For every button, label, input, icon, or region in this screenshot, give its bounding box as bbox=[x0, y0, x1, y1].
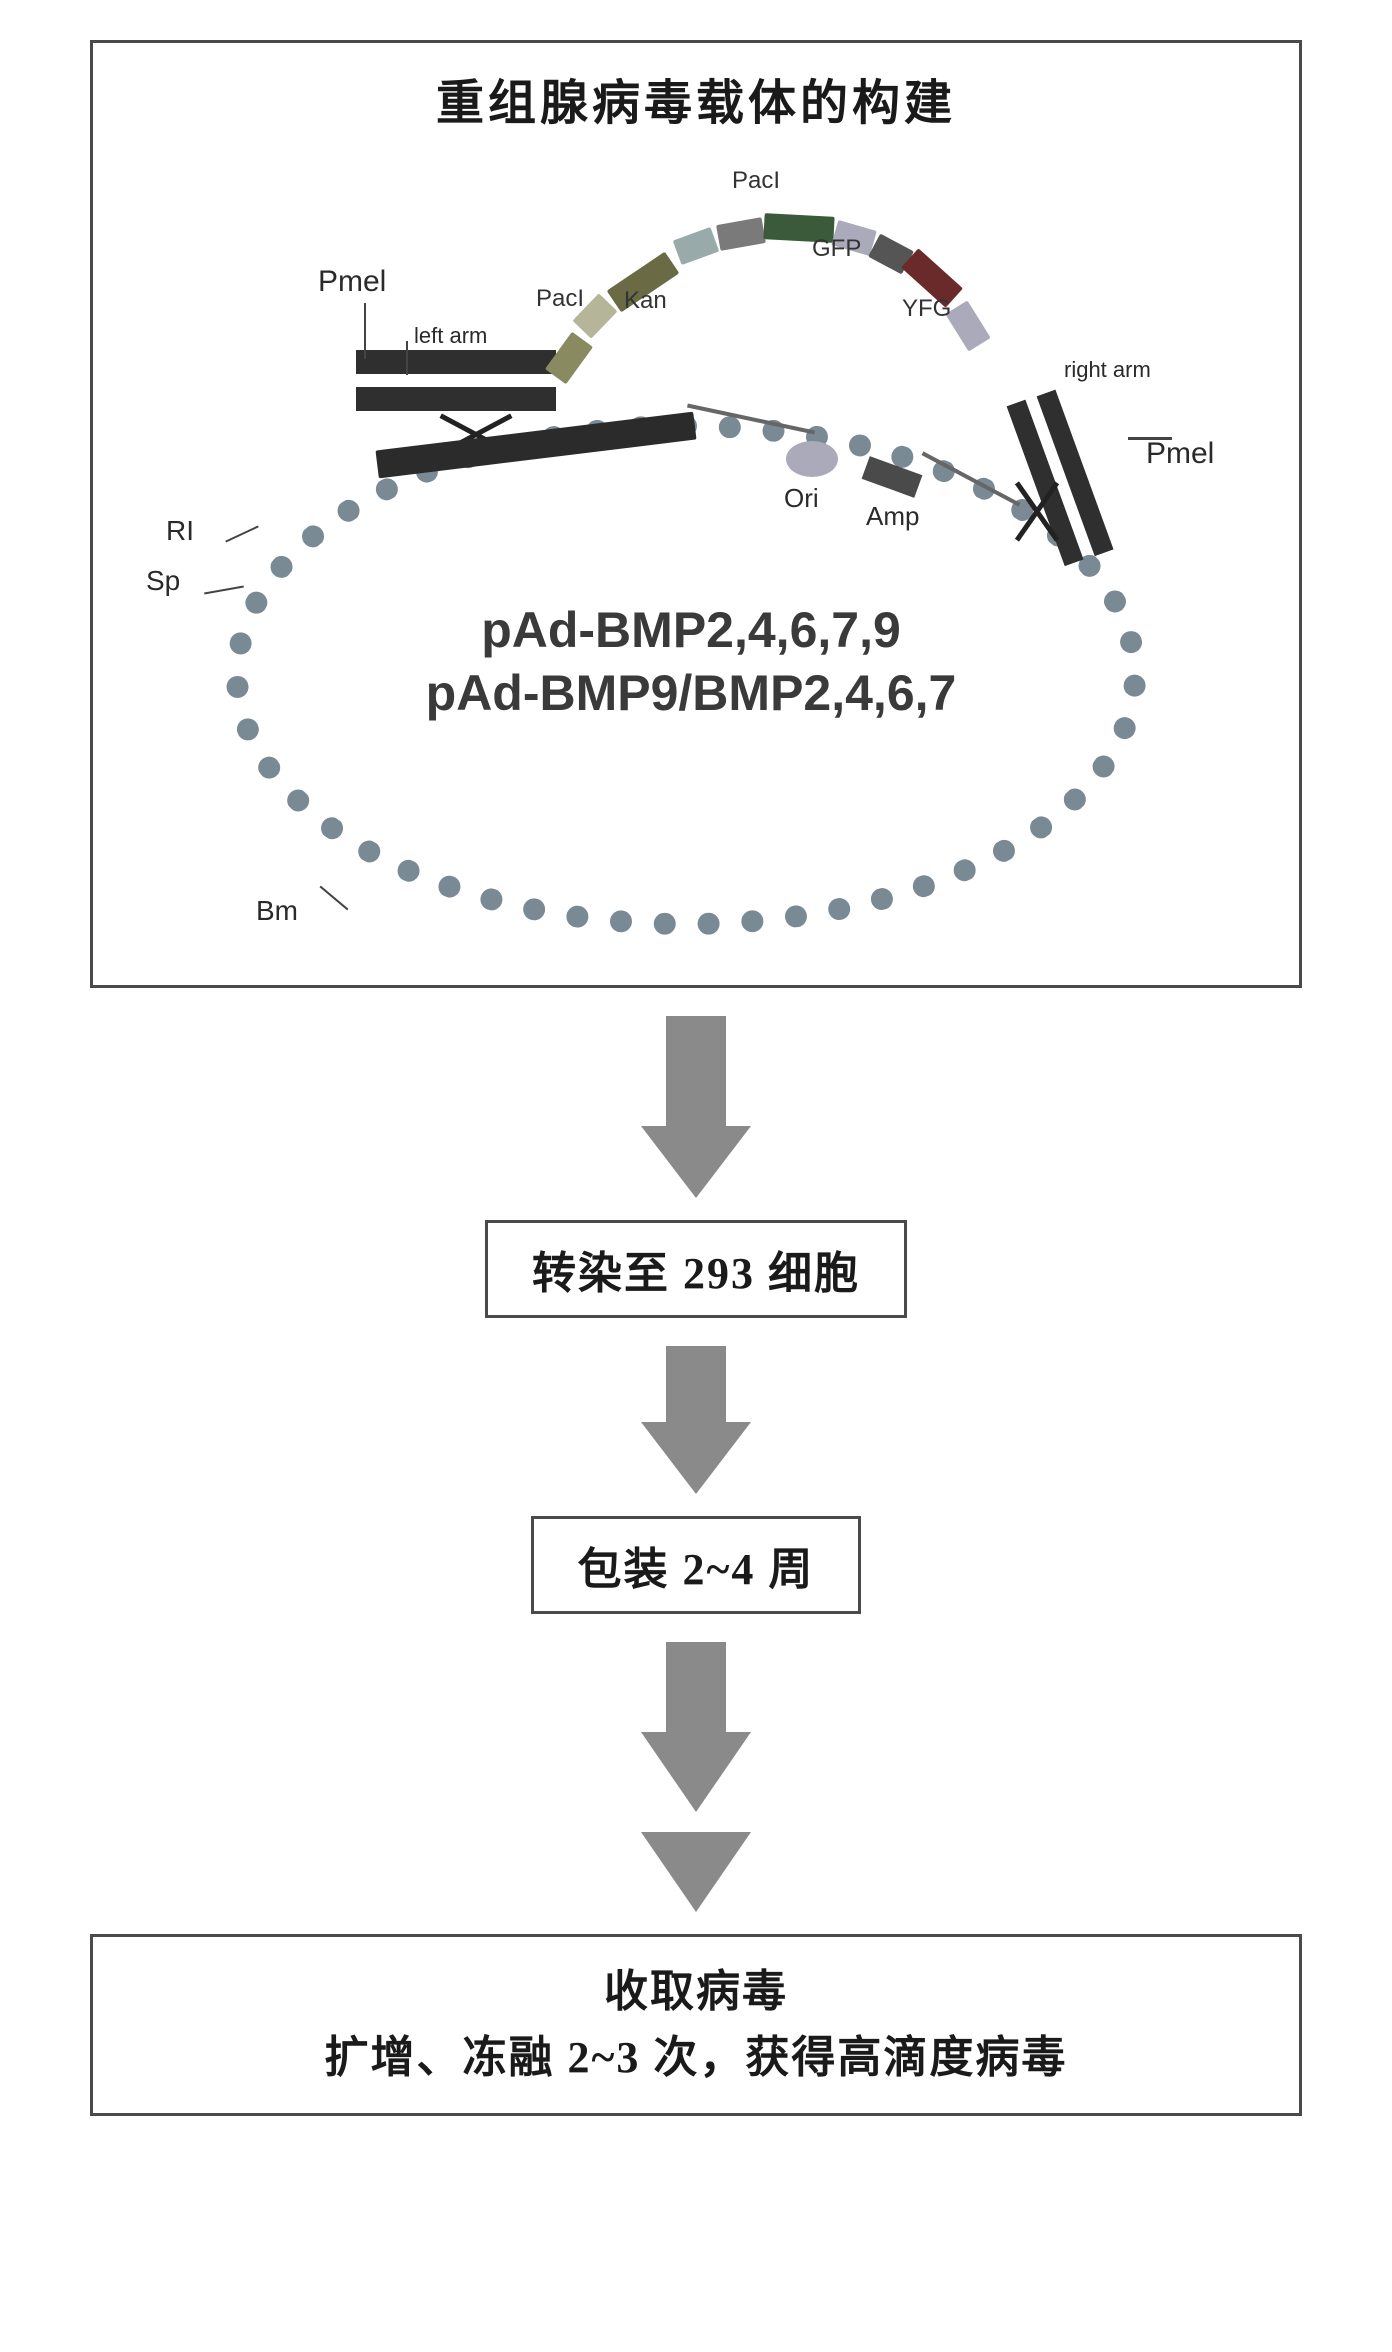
page-root: 重组腺病毒载体的构建 RI Sp Bm left arm Pmel Ori Am… bbox=[0, 0, 1392, 2196]
harvest-line-1: 收取病毒 bbox=[123, 1959, 1269, 2025]
flow-arrow-1 bbox=[651, 1016, 741, 1198]
arrow-head-icon bbox=[641, 1832, 751, 1912]
label-sp: Sp bbox=[146, 565, 180, 597]
label-pmel-right: Pmel bbox=[1146, 437, 1214, 471]
left-arm-bar-1 bbox=[356, 350, 556, 374]
arrow-shaft bbox=[666, 1642, 726, 1732]
label-yfg: YFG bbox=[902, 295, 951, 323]
flow-arrow-3 bbox=[651, 1642, 741, 1812]
step-harvest: 收取病毒 扩增、冻融 2~3 次，获得高滴度病毒 bbox=[90, 1934, 1302, 2116]
label-amp: Amp bbox=[866, 501, 919, 532]
construction-panel: 重组腺病毒载体的构建 RI Sp Bm left arm Pmel Ori Am… bbox=[90, 40, 1302, 988]
center-line-1: pAd-BMP2,4,6,7,9 bbox=[276, 599, 1106, 662]
label-pacl-left: PacI bbox=[536, 285, 584, 313]
step-transfect: 转染至 293 细胞 bbox=[485, 1220, 907, 1318]
cassette-seg-pacl bbox=[716, 217, 766, 251]
label-ori: Ori bbox=[784, 483, 819, 514]
pmel-left-tick bbox=[364, 303, 366, 359]
ori-oval bbox=[786, 441, 838, 477]
label-left-arm: left arm bbox=[414, 323, 487, 349]
flow-arrow-2 bbox=[651, 1346, 741, 1494]
arrow-head-icon bbox=[641, 1732, 751, 1812]
cassette-seg-10 bbox=[945, 300, 990, 351]
arrow-shaft bbox=[666, 1016, 726, 1126]
left-arm-bar-2 bbox=[356, 387, 556, 411]
harvest-line-2: 扩增、冻融 2~3 次，获得高滴度病毒 bbox=[123, 2025, 1269, 2091]
arrow-head-icon bbox=[641, 1126, 751, 1198]
panel-title: 重组腺病毒载体的构建 bbox=[123, 63, 1269, 133]
recombination-x-right bbox=[1002, 481, 1072, 537]
center-line-2: pAd-BMP9/BMP2,4,6,7 bbox=[276, 662, 1106, 725]
step-package: 包装 2~4 周 bbox=[531, 1516, 862, 1614]
label-kan: Kan bbox=[624, 287, 667, 315]
tick-rl bbox=[225, 525, 258, 542]
arrow-head-icon bbox=[641, 1422, 751, 1494]
plasmid-diagram: RI Sp Bm left arm Pmel Ori Amp ri bbox=[146, 155, 1246, 955]
cassette-seg-1 bbox=[545, 332, 593, 384]
flow-arrow-4 bbox=[651, 1832, 741, 1912]
tick-bm bbox=[320, 886, 349, 911]
cassette-seg-4 bbox=[673, 227, 719, 265]
plasmid-center-text: pAd-BMP2,4,6,7,9 pAd-BMP9/BMP2,4,6,7 bbox=[276, 599, 1106, 724]
shuttle-cassette bbox=[546, 185, 1046, 425]
label-right-arm: right arm bbox=[1064, 357, 1151, 383]
label-bm: Bm bbox=[256, 895, 298, 927]
label-gfp: GFP bbox=[812, 235, 861, 263]
left-arm-tick bbox=[406, 341, 408, 375]
tick-sp bbox=[204, 586, 244, 595]
label-pacl-top: PacI bbox=[732, 167, 780, 195]
arrow-shaft bbox=[666, 1346, 726, 1422]
label-rl: RI bbox=[166, 515, 194, 547]
label-pmel-left: Pmel bbox=[318, 265, 386, 299]
